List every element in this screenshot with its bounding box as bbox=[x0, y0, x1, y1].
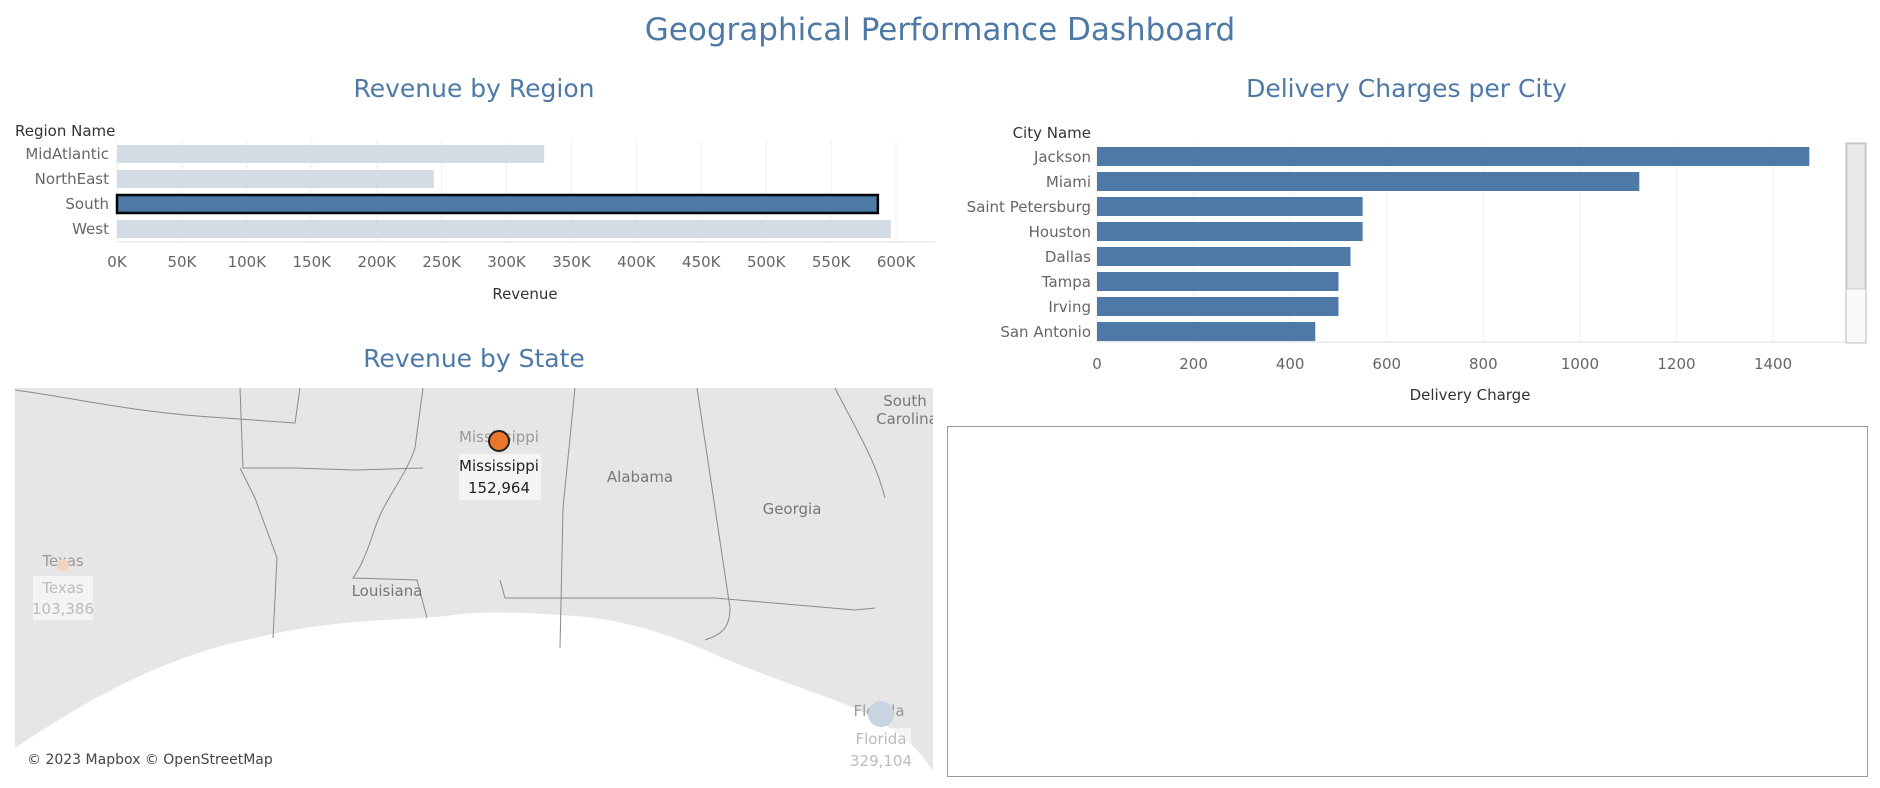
region-bar-northeast[interactable] bbox=[117, 170, 434, 188]
region-label-south: South bbox=[65, 195, 109, 213]
city-label-san-antonio: San Antonio bbox=[1000, 323, 1091, 341]
region-tick-label: 600K bbox=[877, 253, 917, 271]
region-tick-label: 0K bbox=[107, 253, 128, 271]
region-tick-label: 250K bbox=[422, 253, 462, 271]
point-label-mississippi: Mississippi bbox=[459, 457, 539, 475]
map-canvas: Mississippi Alabama Georgia Louisiana Te… bbox=[15, 388, 933, 772]
state-point-mississippi[interactable]: Mississippi 152,964 bbox=[459, 430, 541, 500]
dashboard-title: Geographical Performance Dashboard bbox=[644, 12, 1236, 48]
map-label-south: South bbox=[883, 392, 927, 410]
city-bar-san-antonio[interactable] bbox=[1097, 322, 1316, 341]
region-label-west: West bbox=[72, 220, 109, 238]
city-bar-saint-petersburg[interactable] bbox=[1097, 197, 1363, 216]
city-label-dallas: Dallas bbox=[1045, 248, 1091, 266]
state-point-florida[interactable]: Florida 329,104 bbox=[850, 701, 912, 772]
revenue-by-state-map[interactable]: Mississippi Alabama Georgia Louisiana Te… bbox=[15, 388, 933, 772]
region-tick-label: 500K bbox=[747, 253, 787, 271]
gulf-water bbox=[15, 612, 933, 772]
region-tick-label: 350K bbox=[552, 253, 592, 271]
city-tick-label: 1000 bbox=[1561, 355, 1599, 373]
point-label-texas: Texas bbox=[41, 579, 84, 597]
delivery-charges-title: Delivery Charges per City bbox=[1246, 74, 1567, 103]
region-tick-label: 150K bbox=[293, 253, 333, 271]
city-axis-title: Delivery Charge bbox=[1410, 386, 1531, 404]
point-label-florida: Florida bbox=[855, 730, 906, 748]
city-bar-irving[interactable] bbox=[1097, 297, 1339, 316]
city-label-tampa: Tampa bbox=[1041, 273, 1091, 291]
city-label-houston: Houston bbox=[1029, 223, 1091, 241]
city-row-header: City Name bbox=[1013, 124, 1091, 142]
state-borders bbox=[15, 388, 886, 649]
region-tick-label: 450K bbox=[682, 253, 722, 271]
point-value-florida: 329,104 bbox=[850, 752, 912, 770]
delivery-charges-chart[interactable]: City Name Jackson Miami Saint Petersburg Hou… bbox=[940, 115, 1880, 410]
city-tick-label: 0 bbox=[1092, 355, 1102, 373]
city-tick-label: 200 bbox=[1179, 355, 1208, 373]
point-value-texas: 103,386 bbox=[32, 600, 94, 618]
map-label-carolina: Carolina bbox=[876, 410, 933, 428]
revenue-by-state-title: Revenue by State bbox=[363, 344, 585, 373]
map-label-alabama: Alabama bbox=[607, 468, 673, 486]
map-credit[interactable]: © 2023 Mapbox © OpenStreetMap bbox=[25, 752, 275, 768]
region-tick-label: 300K bbox=[487, 253, 527, 271]
region-bar-west[interactable] bbox=[117, 220, 891, 238]
region-tick-label: 400K bbox=[617, 253, 657, 271]
map-label-louisiana: Louisiana bbox=[352, 582, 423, 600]
city-label-jackson: Jackson bbox=[1033, 148, 1091, 166]
city-label-irving: Irving bbox=[1048, 298, 1091, 316]
region-tick-label: 100K bbox=[228, 253, 268, 271]
city-tick-label: 800 bbox=[1469, 355, 1498, 373]
region-bar-south[interactable] bbox=[115, 193, 880, 215]
city-label-saint-petersburg: Saint Petersburg bbox=[967, 198, 1091, 216]
revenue-by-region-chart[interactable]: Region Name MidAtlantic NorthEast South West… bbox=[0, 115, 940, 310]
region-tick-label: 200K bbox=[357, 253, 397, 271]
city-tick-label: 600 bbox=[1372, 355, 1401, 373]
revenue-by-region-title: Revenue by Region bbox=[353, 74, 595, 103]
region-row-header: Region Name bbox=[15, 122, 115, 140]
region-label-northeast: NorthEast bbox=[35, 170, 109, 188]
city-tick-label: 1400 bbox=[1754, 355, 1792, 373]
city-tick-label: 400 bbox=[1276, 355, 1305, 373]
map-label-georgia: Georgia bbox=[763, 500, 822, 518]
city-tick-label: 1200 bbox=[1657, 355, 1695, 373]
city-bar-jackson[interactable] bbox=[1097, 147, 1810, 166]
city-bar-houston[interactable] bbox=[1097, 222, 1363, 241]
city-bar-dallas[interactable] bbox=[1097, 247, 1351, 266]
region-bar-midatlantic[interactable] bbox=[117, 145, 545, 163]
region-label-midatlantic: MidAtlantic bbox=[25, 145, 109, 163]
point-value-mississippi: 152,964 bbox=[468, 479, 530, 497]
empty-panel bbox=[947, 426, 1868, 777]
city-scrollbar-thumb[interactable] bbox=[1846, 143, 1866, 290]
city-label-miami: Miami bbox=[1046, 173, 1091, 191]
region-tick-label: 550K bbox=[812, 253, 852, 271]
city-bar-miami[interactable] bbox=[1097, 172, 1640, 191]
city-bar-tampa[interactable] bbox=[1097, 272, 1339, 291]
region-axis-title: Revenue bbox=[492, 285, 557, 303]
state-point-texas[interactable]: Texas 103,386 bbox=[32, 559, 94, 620]
region-tick-label: 50K bbox=[167, 253, 197, 271]
